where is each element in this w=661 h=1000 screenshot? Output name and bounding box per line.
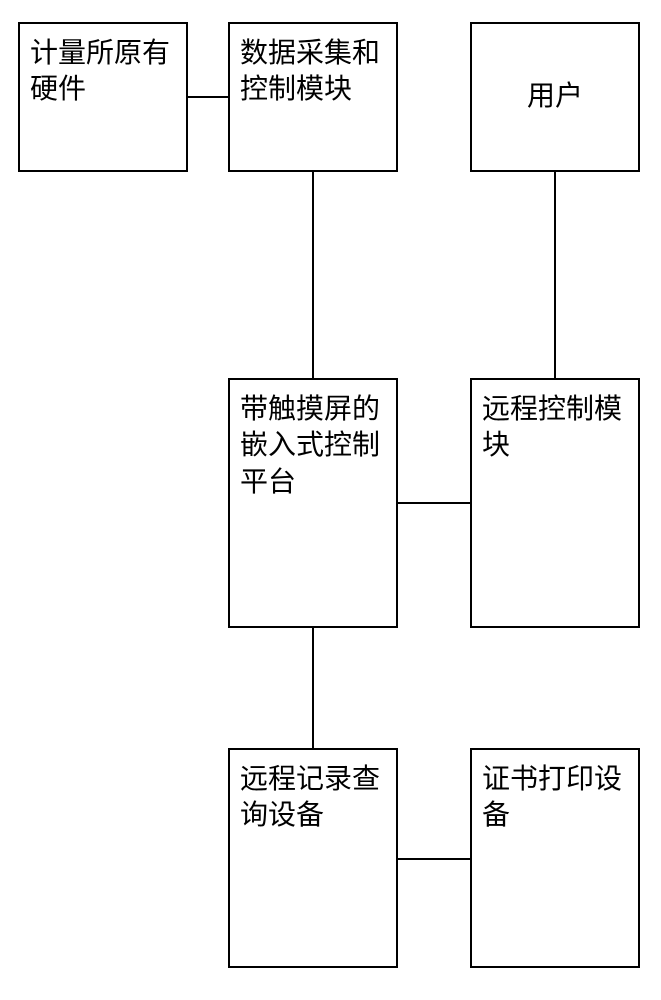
node-remote-control: 远程控制模块 bbox=[470, 378, 640, 628]
node-data-module-label: 数据采集和控制模块 bbox=[240, 38, 380, 105]
node-data-module: 数据采集和控制模块 bbox=[228, 22, 398, 172]
node-hardware-label: 计量所原有硬件 bbox=[30, 38, 170, 105]
edge-user-remotecontrol bbox=[554, 172, 556, 378]
edge-platform-remotecontrol bbox=[398, 502, 470, 504]
node-user-label: 用户 bbox=[527, 79, 583, 115]
node-remote-query: 远程记录查询设备 bbox=[228, 748, 398, 968]
edge-platform-remotequery bbox=[312, 628, 314, 748]
node-platform-label: 带触摸屏的嵌入式控制平台 bbox=[240, 394, 380, 498]
edge-remotequery-certprint bbox=[398, 858, 470, 860]
node-hardware: 计量所原有硬件 bbox=[18, 22, 188, 172]
node-user: 用户 bbox=[470, 22, 640, 172]
edge-datamodule-platform bbox=[312, 172, 314, 378]
node-cert-print-label: 证书打印设备 bbox=[482, 764, 622, 831]
node-platform: 带触摸屏的嵌入式控制平台 bbox=[228, 378, 398, 628]
node-remote-query-label: 远程记录查询设备 bbox=[240, 764, 380, 831]
edge-hardware-datamodule bbox=[188, 96, 228, 98]
node-remote-control-label: 远程控制模块 bbox=[482, 394, 622, 461]
node-cert-print: 证书打印设备 bbox=[470, 748, 640, 968]
